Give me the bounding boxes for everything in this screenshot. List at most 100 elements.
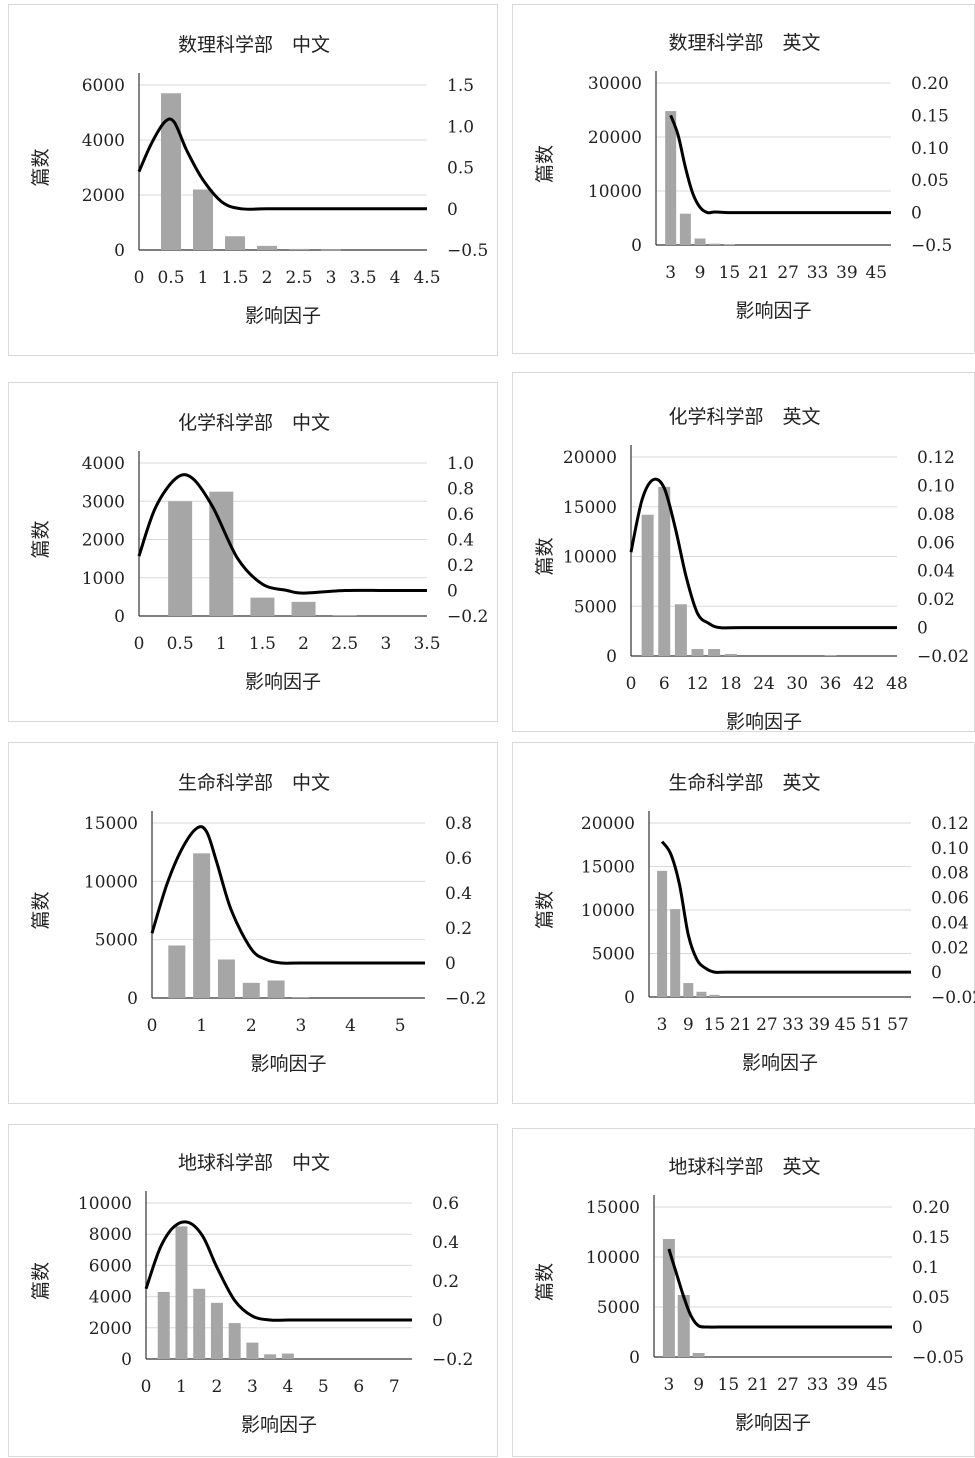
x-tick-label: 21	[748, 263, 770, 283]
chart-panel-math-en: 0 10000 20000 30000 −0.5 0 0.05 0.10 0.15 0.20 3 9 1…	[512, 4, 975, 354]
left-tick-label: 15000	[563, 498, 617, 518]
x-tick-label: 2	[298, 634, 309, 654]
x-tick-label: 0	[141, 1377, 152, 1397]
right-tick-label: 1.5	[447, 76, 474, 96]
bar	[696, 991, 707, 997]
chart-title: 数理科学部 英文	[668, 32, 820, 54]
left-tick-label: 15000	[586, 1198, 640, 1218]
chart-panel-life-cn: 0 5000 10000 15000 −0.2 0 0.2 0.4 0.6 0.8 0 1 2 3 4 5 生命…	[8, 742, 498, 1104]
bar	[292, 997, 310, 998]
x-axis-label: 影响因子	[735, 1412, 811, 1434]
x-tick-label: 42	[853, 674, 875, 694]
bar	[683, 983, 694, 997]
x-tick-label: 3	[326, 268, 337, 288]
x-axis-label: 影响因子	[245, 671, 321, 693]
density-curve	[669, 114, 891, 215]
right-tick-label: 0.04	[917, 562, 955, 582]
right-tick-label: 0.6	[432, 1194, 459, 1214]
density-curve	[667, 1248, 892, 1329]
x-tick-label: 30	[786, 674, 808, 694]
left-tick-label: 4000	[82, 131, 125, 151]
y-axis-label: 篇数	[30, 891, 52, 929]
chart-panel-earth-en: 0 5000 10000 15000 −0.05 0 0.05 0.1 0.15 0.20 3 9 15…	[512, 1128, 975, 1457]
right-tick-label: −0.02	[931, 988, 975, 1008]
chart-title: 地球科学部 英文	[668, 1156, 820, 1178]
bar	[658, 486, 671, 656]
left-tick-label: 2000	[82, 186, 125, 206]
chart-svg: 0 1000 2000 3000 4000 −0.2 0 0.2 0.4 0.6 0.8 1.0 0 0.…	[30, 412, 488, 693]
x-axis-label: 影响因子	[250, 1053, 326, 1075]
y-axis-label: 篇数	[534, 891, 556, 929]
x-tick-label: 9	[683, 1015, 694, 1035]
x-tick-label: 45	[866, 1375, 888, 1395]
right-tick-label: 0.4	[432, 1233, 459, 1253]
right-tick-label: 0.08	[917, 505, 955, 525]
bar	[225, 236, 245, 250]
right-tick-label: 0	[911, 204, 922, 224]
bar	[289, 248, 309, 250]
right-tick-label: 0.15	[911, 106, 949, 126]
right-tick-label: 0	[912, 1318, 923, 1338]
right-tick-label: 0.8	[445, 814, 472, 834]
x-tick-label: 2	[212, 1377, 223, 1397]
chart-title: 生命科学部 中文	[178, 772, 330, 794]
left-tick-label: 0	[624, 988, 635, 1008]
x-tick-label: 39	[836, 263, 858, 283]
right-tick-label: 0.04	[931, 913, 969, 933]
chart-svg: 0 5000 10000 15000 20000 −0.02 0 0.02 0.04 0.06 0.…	[534, 772, 975, 1074]
x-tick-label: 57	[887, 1015, 909, 1035]
right-tick-label: −0.2	[445, 989, 486, 1009]
x-tick-label: 21	[747, 1375, 769, 1395]
bar	[157, 1291, 170, 1359]
right-tick-label: 0	[931, 963, 942, 983]
x-tick-label: 1	[176, 1377, 187, 1397]
x-tick-label: 33	[807, 1375, 829, 1395]
density-curve	[137, 473, 427, 595]
bar	[657, 870, 668, 997]
right-tick-label: 0.06	[931, 889, 969, 909]
right-tick-label: 0.10	[917, 476, 955, 496]
x-tick-label: 3.5	[413, 634, 440, 654]
bar	[724, 654, 737, 656]
right-tick-label: 0	[917, 619, 928, 639]
right-tick-label: 0.2	[445, 919, 472, 939]
bar	[679, 213, 691, 245]
chart-title: 化学科学部 中文	[178, 412, 330, 434]
x-tick-label: 2	[246, 1016, 257, 1036]
left-tick-label: 6000	[89, 1256, 132, 1276]
x-axis-label: 影响因子	[245, 305, 321, 327]
left-tick-label: 4000	[89, 1288, 132, 1308]
right-tick-label: 0.2	[432, 1272, 459, 1292]
left-tick-label: 20000	[581, 814, 635, 834]
x-tick-label: 33	[782, 1015, 804, 1035]
right-tick-label: 0.4	[445, 884, 472, 904]
right-tick-label: −0.05	[912, 1348, 964, 1368]
left-tick-label: 0	[114, 607, 125, 627]
x-tick-label: 2.5	[331, 634, 358, 654]
right-tick-label: 1.0	[447, 454, 474, 474]
left-tick-label: 2000	[89, 1319, 132, 1339]
x-tick-label: 5	[395, 1016, 406, 1036]
x-tick-label: 4	[282, 1377, 293, 1397]
x-tick-label: 1	[198, 268, 209, 288]
bar	[193, 853, 211, 998]
chart-svg: 0 5000 10000 15000 20000 −0.02 0 0.02 0.04 0.06 0.…	[534, 406, 969, 733]
x-tick-label: 39	[808, 1015, 830, 1035]
bar	[193, 1288, 206, 1359]
x-tick-label: 6	[659, 674, 670, 694]
bar	[662, 1239, 675, 1357]
x-tick-label: 0.5	[167, 634, 194, 654]
left-tick-label: 20000	[563, 448, 617, 468]
x-tick-label: 0	[147, 1016, 158, 1036]
left-tick-label: 5000	[592, 945, 635, 965]
x-tick-label: 51	[861, 1015, 883, 1035]
right-tick-label: 0.20	[911, 74, 949, 94]
right-tick-label: 0.5	[447, 159, 474, 179]
x-tick-label: 6	[353, 1377, 364, 1397]
x-tick-label: 7	[389, 1377, 400, 1397]
left-tick-label: 5000	[574, 597, 617, 617]
x-tick-label: 4.5	[413, 268, 440, 288]
left-tick-label: 6000	[82, 76, 125, 96]
chart-svg: 0 5000 10000 15000 −0.05 0 0.05 0.1 0.15 0.20 3 9 15…	[534, 1156, 964, 1434]
x-tick-label: 3	[295, 1016, 306, 1036]
